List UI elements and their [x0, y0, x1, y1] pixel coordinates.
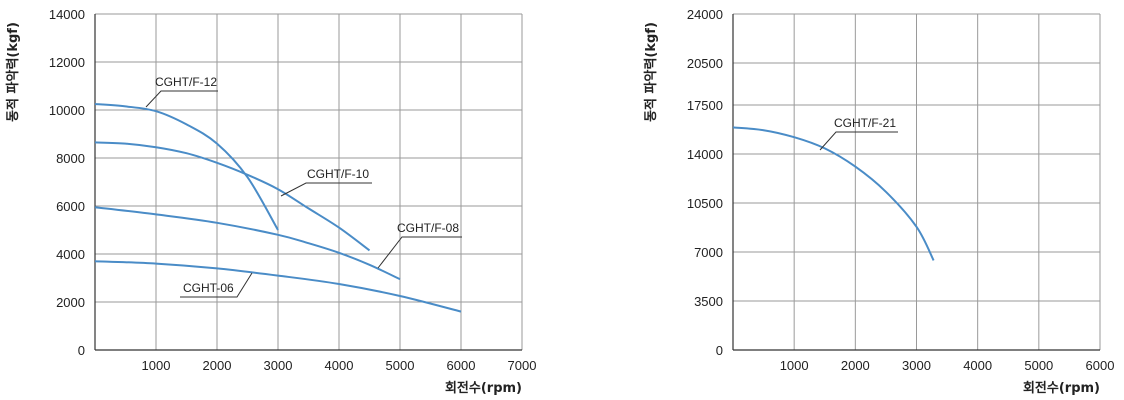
series-line-cght-f-12 — [94, 103, 279, 231]
series-leader-line — [819, 131, 898, 151]
y-axis-title: 동적 파악력(kgf) — [643, 22, 659, 122]
x-tick-label: 2000 — [203, 358, 232, 373]
series-leader-line — [145, 90, 218, 108]
x-tick-label: 3000 — [264, 358, 293, 373]
series-label: CGHT/F-10 — [307, 167, 369, 181]
series-line-cght-f-21 — [732, 126, 935, 261]
y-tick-label: 17500 — [687, 98, 723, 113]
x-tick-label: 5000 — [386, 358, 415, 373]
series-line-cght-06 — [94, 260, 462, 313]
series-leader-line — [280, 182, 372, 197]
y-tick-label: 12000 — [49, 55, 85, 70]
x-axis-title: 회전수(rpm) — [1023, 380, 1100, 396]
series-line-cght-f-10 — [94, 141, 371, 252]
series-label: CGHT/F-21 — [834, 116, 896, 130]
x-tick-label: 3000 — [902, 358, 931, 373]
y-tick-label: 0 — [78, 343, 85, 358]
y-axis-title: 동적 파악력(kgf) — [5, 22, 21, 122]
x-tick-label: 2000 — [841, 358, 870, 373]
x-axis-title: 회전수(rpm) — [445, 380, 522, 396]
x-tick-label: 4000 — [963, 358, 992, 373]
series-line-cght-f-08 — [94, 206, 401, 281]
x-tick-label: 6000 — [1086, 358, 1115, 373]
y-tick-label: 14000 — [687, 147, 723, 162]
y-tick-label: 3500 — [694, 294, 723, 309]
y-tick-label: 24000 — [687, 7, 723, 22]
y-tick-label: 14000 — [49, 7, 85, 22]
x-tick-label: 1000 — [142, 358, 171, 373]
x-tick-label: 1000 — [780, 358, 809, 373]
y-tick-label: 20500 — [687, 56, 723, 71]
y-tick-label: 10500 — [687, 196, 723, 211]
y-tick-label: 4000 — [56, 247, 85, 262]
x-tick-label: 4000 — [325, 358, 354, 373]
x-tick-label: 6000 — [447, 358, 476, 373]
series-label: CGHT/F-12 — [155, 75, 217, 89]
chart-1: 1000 2000 3000 4000 5000 6000 7000 0 2000 4000 600… — [5, 7, 536, 396]
series-label: CGHT/F-08 — [397, 221, 459, 235]
x-tick-label: 5000 — [1024, 358, 1053, 373]
y-tick-label: 0 — [716, 343, 723, 358]
y-tick-label: 7000 — [694, 245, 723, 260]
y-tick-label: 8000 — [56, 151, 85, 166]
series-label: CGHT-06 — [183, 281, 234, 295]
chart-2: 1000 2000 3000 4000 5000 6000 0 3500 7000 10500 14… — [643, 7, 1114, 396]
series-leader-line — [180, 272, 253, 298]
x-tick-label: 7000 — [508, 358, 537, 373]
y-tick-label: 6000 — [56, 199, 85, 214]
y-tick-label: 10000 — [49, 103, 85, 118]
y-tick-label: 2000 — [56, 295, 85, 310]
series-leader-line — [377, 236, 462, 269]
